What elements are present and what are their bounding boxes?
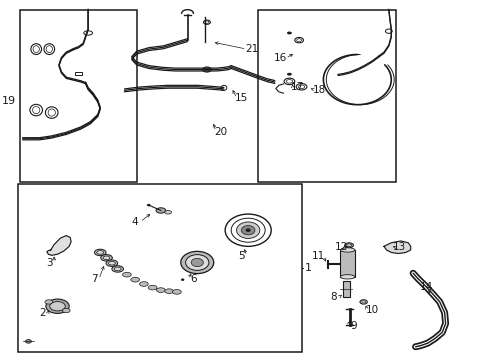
Ellipse shape — [286, 32, 291, 35]
Ellipse shape — [94, 249, 106, 256]
Text: 11: 11 — [311, 251, 325, 261]
Text: 9: 9 — [349, 321, 356, 331]
Ellipse shape — [156, 288, 165, 292]
Ellipse shape — [164, 289, 173, 293]
Ellipse shape — [286, 73, 291, 76]
Ellipse shape — [106, 260, 118, 266]
Ellipse shape — [346, 244, 351, 247]
Ellipse shape — [185, 255, 208, 270]
Ellipse shape — [130, 277, 139, 282]
Ellipse shape — [122, 273, 131, 277]
Ellipse shape — [112, 266, 123, 272]
Ellipse shape — [114, 267, 121, 271]
Ellipse shape — [101, 255, 112, 261]
Ellipse shape — [340, 275, 354, 279]
Text: 16: 16 — [273, 53, 287, 63]
Ellipse shape — [241, 226, 254, 235]
Text: 19: 19 — [2, 96, 16, 106]
Text: 21: 21 — [244, 44, 258, 54]
Polygon shape — [383, 241, 410, 253]
Text: 13: 13 — [392, 242, 406, 252]
Ellipse shape — [181, 251, 213, 274]
Text: 7: 7 — [90, 274, 97, 284]
Ellipse shape — [50, 302, 65, 311]
Bar — [75, 72, 81, 75]
Text: 8: 8 — [330, 292, 337, 302]
Ellipse shape — [62, 309, 70, 313]
Text: 18: 18 — [312, 85, 325, 95]
Text: 5: 5 — [238, 251, 244, 261]
Ellipse shape — [191, 258, 203, 267]
Bar — [18, 184, 301, 352]
Text: 10: 10 — [365, 305, 378, 315]
Ellipse shape — [181, 278, 184, 281]
Bar — [342, 282, 349, 297]
Ellipse shape — [344, 243, 353, 248]
Ellipse shape — [97, 251, 103, 254]
Polygon shape — [47, 235, 71, 255]
Ellipse shape — [46, 299, 69, 314]
Text: 2: 2 — [40, 309, 46, 318]
Text: 17: 17 — [290, 82, 304, 93]
Ellipse shape — [204, 68, 209, 71]
Bar — [20, 10, 136, 182]
Ellipse shape — [164, 211, 171, 214]
Ellipse shape — [340, 248, 354, 252]
Text: 1: 1 — [304, 263, 311, 273]
Ellipse shape — [156, 208, 165, 213]
Text: 15: 15 — [235, 93, 248, 103]
Ellipse shape — [45, 300, 53, 304]
Ellipse shape — [146, 204, 150, 206]
Ellipse shape — [139, 282, 148, 286]
Text: 14: 14 — [419, 282, 432, 292]
Ellipse shape — [245, 228, 250, 232]
Bar — [340, 250, 354, 277]
Ellipse shape — [172, 289, 181, 294]
Text: 6: 6 — [190, 274, 196, 284]
Ellipse shape — [25, 339, 31, 343]
Text: 4: 4 — [132, 217, 138, 227]
Text: 12: 12 — [334, 242, 347, 252]
Ellipse shape — [103, 256, 110, 260]
Ellipse shape — [108, 261, 115, 265]
Text: 3: 3 — [46, 258, 53, 268]
Bar — [257, 10, 395, 182]
Text: 20: 20 — [214, 127, 226, 136]
Ellipse shape — [148, 285, 157, 290]
Ellipse shape — [236, 222, 259, 238]
